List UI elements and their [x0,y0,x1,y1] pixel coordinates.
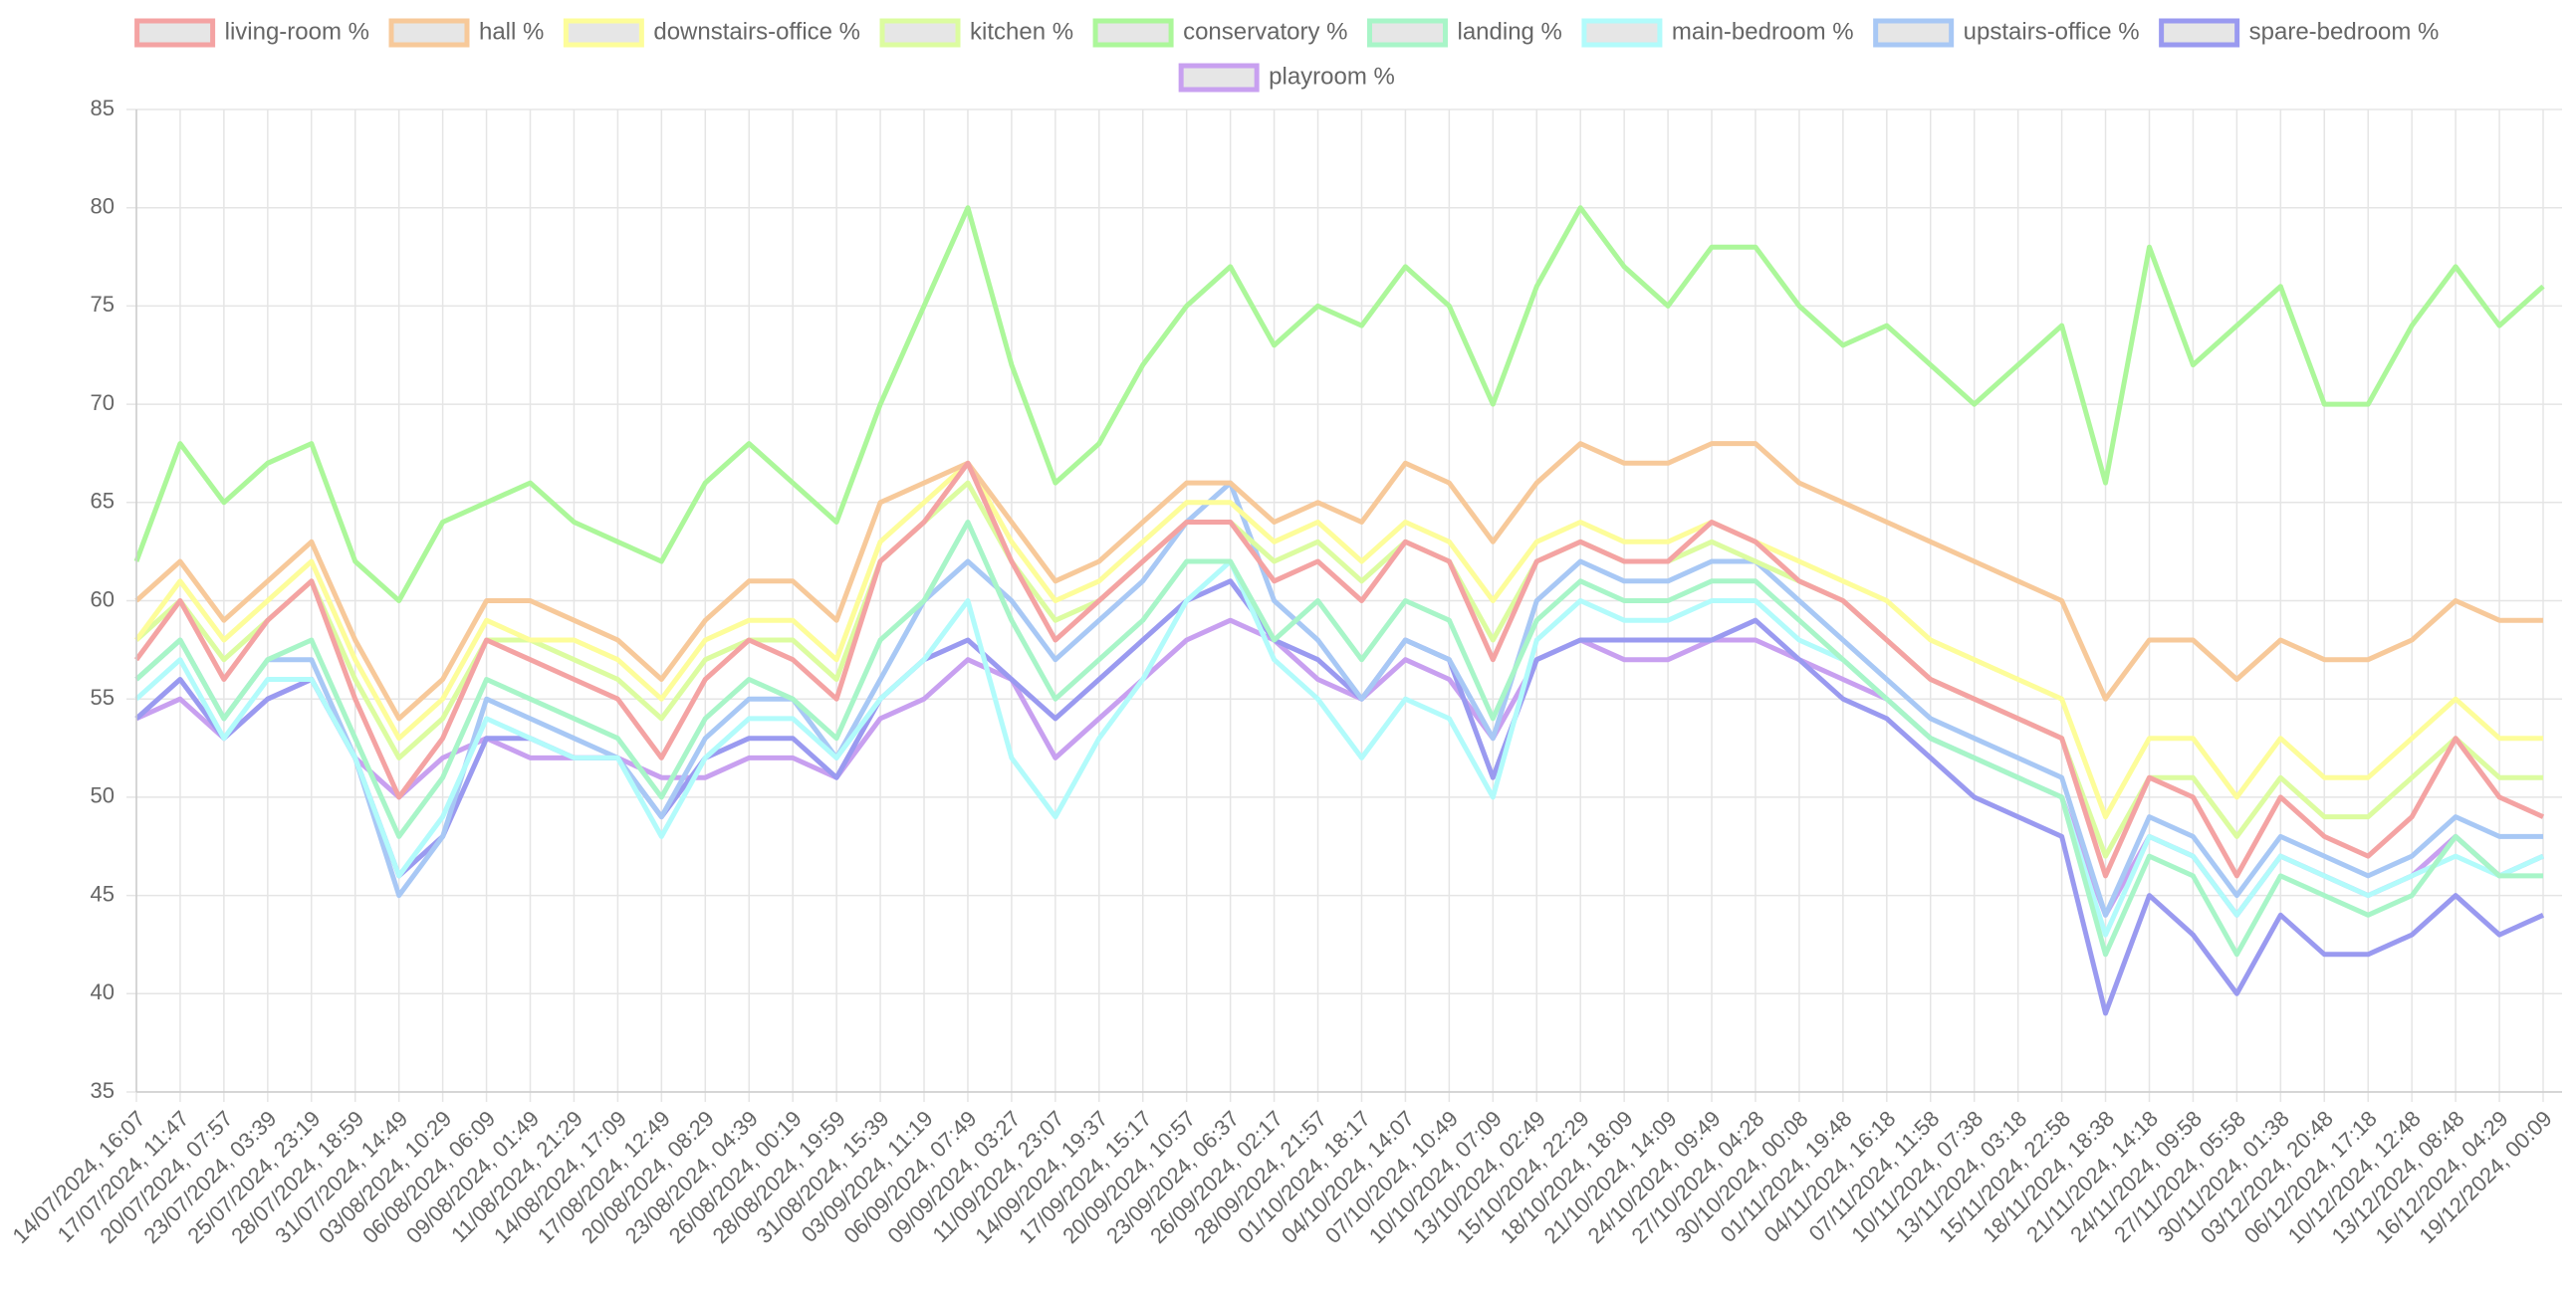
legend-label: playroom % [1269,63,1395,90]
legend-item[interactable]: downstairs-office % [563,18,860,48]
legend-label: hall % [479,18,544,45]
legend-label: downstairs-office % [653,18,860,45]
legend-item[interactable]: playroom % [1178,63,1395,93]
legend-swatch [134,18,216,48]
legend-swatch [1581,18,1663,48]
legend-item[interactable]: spare-bedroom % [2159,18,2440,48]
legend-swatch [1366,18,1448,48]
legend-label: conservatory % [1183,18,1347,45]
legend-label: kitchen % [970,18,1073,45]
series-line [133,460,2543,820]
y-tick-label: 45 [91,881,115,906]
legend-swatch [2159,18,2240,48]
y-tick-label: 85 [91,96,115,120]
legend-item[interactable]: main-bedroom % [1581,18,1854,48]
legend-swatch [388,18,470,48]
grid [126,108,2562,1102]
legend-item[interactable]: kitchen % [879,18,1073,48]
series-line [134,520,2543,958]
legend-item[interactable]: upstairs-office % [1873,18,2140,48]
legend-label: landing % [1457,18,1561,45]
series-line [134,558,2545,938]
series-line [134,441,2543,722]
y-tick-label: 55 [91,685,115,710]
y-tick-label: 60 [91,586,115,611]
y-tick-label: 50 [91,783,115,808]
legend[interactable]: living-room % hall % downstairs-office % ki… [134,18,2440,93]
legend-swatch [1092,18,1174,48]
series-line [134,480,2543,918]
legend-swatch [1178,63,1260,93]
legend-label: upstairs-office % [1964,18,2140,45]
lines [133,205,2545,1016]
legend-label: spare-bedroom % [2249,18,2440,45]
legend-swatch [879,18,961,48]
y-tick-label: 80 [91,194,115,219]
series-line [133,205,2545,603]
y-tick-label: 70 [91,390,115,415]
legend-item[interactable]: conservatory % [1092,18,1347,48]
legend-label: main-bedroom % [1672,18,1854,45]
y-tick-label: 75 [91,292,115,317]
legend-item[interactable]: living-room % [134,18,369,48]
series-line [133,460,2545,879]
legend-item[interactable]: landing % [1366,18,1562,48]
legend-swatch [1873,18,1955,48]
legend-item[interactable]: hall % [388,18,544,48]
y-tick-label: 40 [91,979,115,1004]
y-tick-label: 35 [91,1078,115,1103]
legend-label: living-room % [225,18,369,45]
y-tick-label: 65 [91,489,115,514]
legend-swatch [563,18,644,48]
